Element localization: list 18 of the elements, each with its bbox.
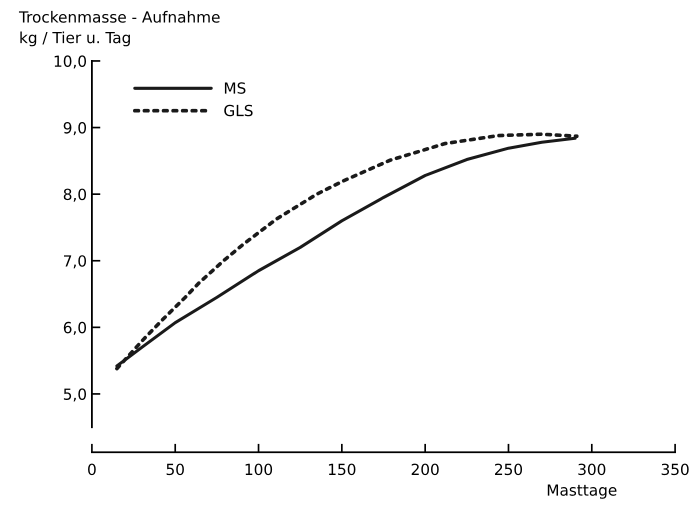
x-tick-label: 150 — [328, 464, 356, 476]
y-tick-label: 8,0 — [64, 188, 86, 202]
x-tick-label: 350 — [662, 464, 689, 476]
y-tick-label: 7,0 — [64, 255, 86, 268]
x-axis-title: Masttage — [548, 484, 616, 499]
y-tick-label: 10,0 — [54, 55, 86, 69]
x-tick-label: 200 — [412, 464, 439, 476]
x-tick-label: 0 — [88, 464, 96, 476]
y-tick-label: 6,0 — [64, 322, 86, 335]
legend-label: GLS — [224, 104, 253, 116]
y-tick-label: 5,0 — [64, 388, 86, 402]
y-axis-title: Trockenmasse - Aufnahme kg / Tier u. Tag — [18, 10, 220, 46]
x-tick-label: 300 — [578, 464, 606, 476]
x-tick-label: 100 — [246, 464, 272, 476]
y-tick-label: 9,0 — [64, 122, 86, 136]
x-tick-label: 50 — [166, 464, 184, 476]
legend-label: MS — [224, 82, 246, 94]
x-tick-label: 250 — [495, 464, 522, 476]
